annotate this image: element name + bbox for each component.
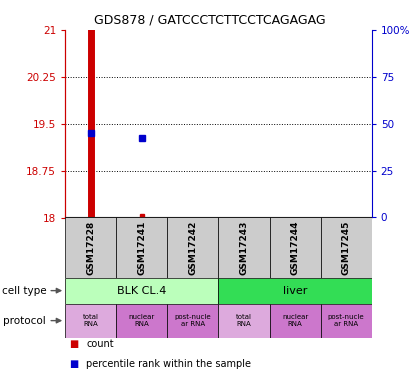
Text: protocol: protocol [3,316,46,326]
Bar [65,217,116,278]
Bar [218,304,270,338]
Text: count: count [86,339,114,350]
Bar [116,217,167,278]
Text: GDS878 / GATCCCTCTTCCTCAGAGAG: GDS878 / GATCCCTCTTCCTCAGAGAG [94,13,326,26]
Text: GSM17241: GSM17241 [137,220,146,274]
Bar [218,217,270,278]
Text: GSM17228: GSM17228 [86,220,95,274]
Text: BLK CL.4: BLK CL.4 [117,286,166,296]
Bar [270,217,320,278]
Text: nuclear
RNA: nuclear RNA [129,314,155,327]
Text: total
RNA: total RNA [83,314,99,327]
Text: GSM17243: GSM17243 [239,220,249,274]
Text: liver: liver [283,286,307,296]
Text: percentile rank within the sample: percentile rank within the sample [86,359,251,369]
Text: GSM17242: GSM17242 [188,220,197,274]
Text: nuclear
RNA: nuclear RNA [282,314,308,327]
Bar [116,304,167,338]
Bar [270,304,320,338]
Bar [320,304,372,338]
Text: ■: ■ [69,339,79,350]
Text: post-nucle
ar RNA: post-nucle ar RNA [175,314,211,327]
Bar [218,278,372,304]
Text: GSM17244: GSM17244 [291,220,299,275]
Bar [65,278,218,304]
Text: total
RNA: total RNA [236,314,252,327]
Text: post-nucle
ar RNA: post-nucle ar RNA [328,314,365,327]
Bar [320,217,372,278]
Bar [167,217,218,278]
Bar [65,304,116,338]
Text: ■: ■ [69,359,79,369]
Text: GSM17245: GSM17245 [341,220,351,274]
Bar [167,304,218,338]
Text: cell type: cell type [2,286,46,296]
